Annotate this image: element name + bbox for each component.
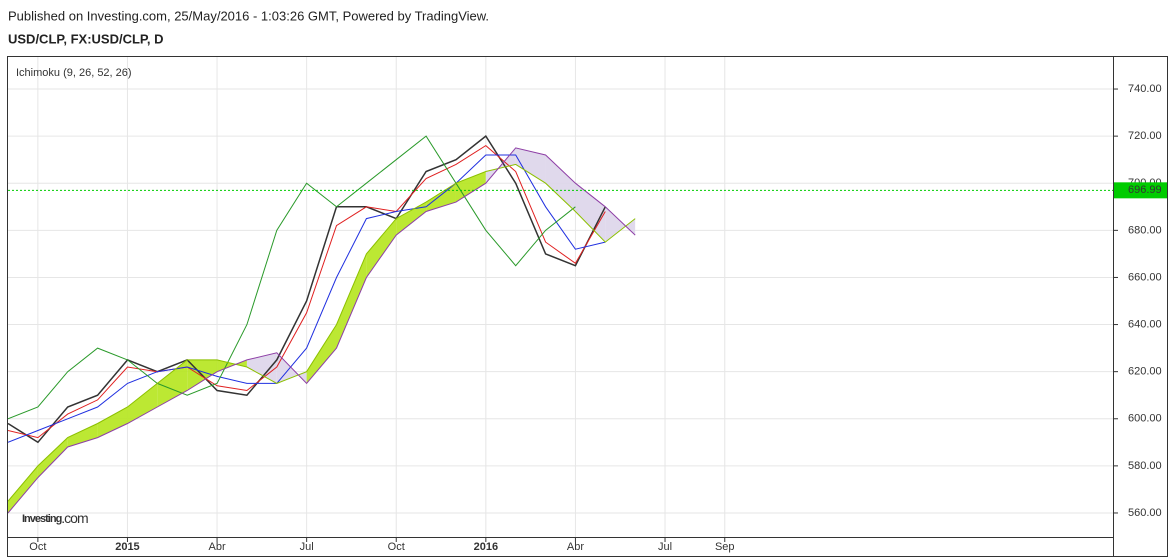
series-line — [8, 144, 606, 439]
cloud-segment — [67, 423, 98, 448]
chart-frame — [7, 56, 1168, 557]
y-tick-label: 680.00 — [1128, 224, 1162, 236]
x-tick-label: Sep — [715, 541, 735, 553]
cloud-segment — [97, 406, 128, 438]
series-line — [8, 154, 606, 443]
logo: Investing.com — [22, 510, 88, 526]
grid — [8, 57, 1113, 537]
y-tick-label: 720.00 — [1128, 130, 1162, 142]
cloud-segment — [8, 465, 38, 513]
cloud-segment — [127, 383, 158, 424]
series-line — [8, 134, 606, 444]
x-tick-label: Oct — [29, 541, 46, 553]
cloud-segment — [396, 202, 427, 236]
series-line — [8, 163, 636, 502]
cloud-segment — [37, 437, 68, 478]
series-line — [8, 135, 576, 420]
y-tick-label: 580.00 — [1128, 460, 1162, 472]
x-tick-label: Jul — [658, 541, 672, 553]
indicator-label: Ichimoku (9, 26, 52, 26) — [16, 67, 132, 79]
logo-suffix: .com — [61, 510, 88, 526]
last-price-label: 696.99 — [1128, 184, 1162, 196]
y-tick-label: 640.00 — [1128, 318, 1162, 330]
series-line — [8, 147, 636, 514]
cloud-segment — [545, 154, 576, 212]
x-tick-label: Jul — [300, 541, 314, 553]
x-tick-label: 2015 — [115, 541, 139, 553]
symbol-title: USD/CLP, FX:USD/CLP, D — [8, 31, 164, 46]
cloud-segment — [366, 218, 397, 278]
y-tick-label: 600.00 — [1128, 413, 1162, 425]
y-tick-label: 560.00 — [1128, 507, 1162, 519]
cloud-segment — [157, 359, 188, 407]
cloud-segment — [306, 324, 337, 384]
x-tick-label: 2016 — [474, 541, 498, 553]
published-note: Published on Investing.com, 25/May/2016 … — [8, 8, 489, 23]
cloud-segment — [455, 171, 486, 203]
x-tick-label: Oct — [388, 541, 405, 553]
y-tick-label: 660.00 — [1128, 271, 1162, 283]
y-tick-label: 740.00 — [1128, 83, 1162, 95]
plot-area — [8, 134, 1113, 514]
cloud-segment — [246, 352, 277, 384]
x-tick-label: Abr — [208, 541, 225, 553]
axes: 560.00 580.00 600.00 620.00 640.00 660.00 680.… — [29, 83, 1167, 553]
cloud-segment — [605, 206, 636, 243]
logo-brand: Investing — [22, 513, 62, 525]
x-tick-label: Abr — [567, 541, 584, 553]
cloud-segment — [515, 147, 546, 184]
last-price-box — [1114, 182, 1167, 199]
cloud-segment — [575, 183, 606, 243]
cloud-segment — [336, 253, 367, 349]
y-tick-label: 620.00 — [1128, 366, 1162, 378]
